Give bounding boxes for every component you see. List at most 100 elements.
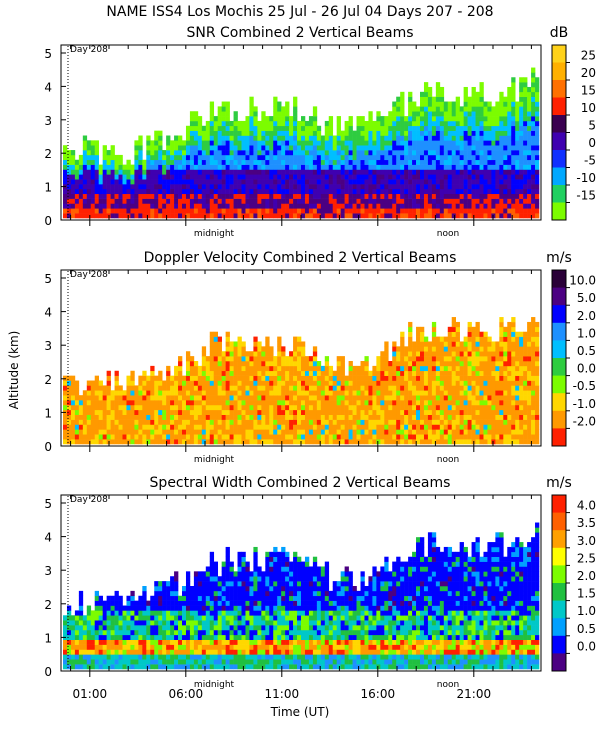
heatmap-cell [495,414,500,420]
heatmap-cell [451,130,456,136]
heatmap-cell [523,409,528,415]
heatmap-cell [178,198,183,204]
heatmap-cell [257,135,262,141]
heatmap-cell [479,164,484,170]
heatmap-cell [182,409,187,415]
heatmap-cell [356,390,361,396]
heatmap-cell [479,414,484,420]
heatmap-cell [392,193,397,199]
heatmap-cell [499,409,504,415]
heatmap-cell [257,390,262,396]
heatmap-cell [209,409,215,415]
heatmap-cell [384,351,389,357]
heatmap-cell [253,424,258,430]
heatmap-cell [495,365,500,372]
heatmap-cell [535,116,540,122]
heatmap-cell [491,140,496,146]
heatmap-cell [221,385,226,391]
heatmap-cell [535,184,540,190]
heatmap-cell [293,125,298,131]
heatmap-cell [249,390,254,396]
heatmap-cell [249,439,254,445]
heatmap-cell [158,375,163,381]
heatmap-cell [138,184,143,190]
heatmap-cell [495,150,500,156]
heatmap-cell [281,106,286,112]
heatmap-cell [241,193,246,199]
heatmap-cell [63,380,68,386]
heatmap-cell [98,400,103,406]
heatmap-cell [412,356,417,362]
heatmap-cell [304,380,310,386]
heatmap-cell [308,434,314,440]
heatmap-cell [150,385,155,391]
heatmap-cell [360,164,365,170]
heatmap-cell [404,198,409,204]
heatmap-cell [245,125,250,131]
heatmap-cell [467,179,472,185]
heatmap-cell [193,188,199,195]
heatmap-cell [519,120,524,127]
heatmap-cell [126,400,131,406]
heatmap-cell [483,346,488,352]
heatmap-cell [154,184,159,190]
heatmap-cell [297,188,302,195]
heatmap-cell [527,106,532,112]
heatmap-cell [86,424,92,430]
heatmap-cell [356,135,361,141]
heatmap-cell [142,385,147,391]
heatmap-cell [396,356,401,362]
heatmap-cell [479,154,484,161]
heatmap-cell [110,395,115,401]
heatmap-cell [265,150,270,156]
heatmap-cell [431,106,437,112]
heatmap-cell [201,140,207,146]
heatmap-cell [225,365,230,372]
y-tick-label: 0 [44,214,52,228]
heatmap-cell [281,439,286,445]
heatmap-cell [114,409,119,415]
heatmap-cell [463,193,468,199]
heatmap-cell [423,341,429,347]
heatmap-cell [201,125,207,131]
heatmap-cell [360,429,365,435]
heatmap-cell [408,385,413,391]
heatmap-cell [519,414,524,420]
heatmap-cell [451,213,456,219]
heatmap-cell [523,395,528,401]
heatmap-cell [257,198,262,204]
heatmap-cell [467,213,472,219]
heatmap-cell [70,380,76,386]
heatmap-cell [400,336,405,342]
heatmap-cell [316,208,322,214]
heatmap-cell [308,390,314,396]
heatmap-cell [507,125,512,131]
heatmap-cell [146,380,151,386]
heatmap-cell [463,184,468,190]
heatmap-cell [380,145,385,151]
heatmap-cell [336,203,341,209]
heatmap-cell [523,193,528,199]
heatmap-cell [439,174,445,180]
heatmap-cell [237,356,242,362]
heatmap-cell [301,424,306,430]
heatmap-cell [376,419,381,425]
heatmap-cell [416,341,421,347]
heatmap-cell [273,111,278,117]
heatmap-cell [527,341,532,347]
heatmap-cell [86,159,92,165]
heatmap-cell [431,96,437,102]
heatmap-cell [396,361,401,367]
heatmap-cell [416,370,421,376]
heatmap-cell [229,351,234,357]
heatmap-cell [408,116,413,122]
heatmap-cell [499,434,504,440]
heatmap-cell [289,400,294,406]
heatmap-cell [455,135,460,141]
heatmap-cell [531,414,536,420]
heatmap-cell [499,116,504,122]
heatmap-cell [416,400,421,406]
heatmap-cell [197,130,203,136]
heatmap-cell [217,419,222,425]
heatmap-cell [189,150,195,156]
